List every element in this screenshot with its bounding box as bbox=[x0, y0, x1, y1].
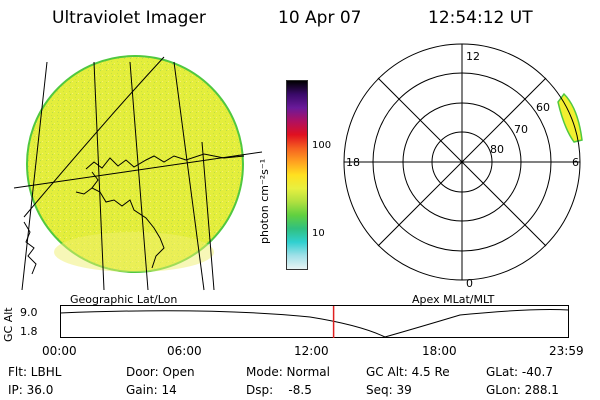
mlt-label-6: 6 bbox=[572, 156, 579, 169]
xtick-2359: 23:59 bbox=[549, 344, 584, 358]
polar-grid bbox=[343, 43, 581, 281]
altitude-ytick-high: 9.0 bbox=[20, 306, 38, 319]
altitude-ytick-low: 1.8 bbox=[20, 325, 38, 338]
glon-status: GLon: 288.1 bbox=[486, 383, 559, 397]
colorbar-gradient bbox=[287, 81, 307, 269]
mlat-label-70: 70 bbox=[514, 123, 528, 136]
xtick-1800: 18:00 bbox=[422, 344, 457, 358]
xtick-1200: 12:00 bbox=[294, 344, 329, 358]
date-label: 10 Apr 07 bbox=[278, 8, 362, 28]
mlt-label-12: 12 bbox=[466, 50, 480, 63]
lat-lon-grid bbox=[13, 56, 263, 291]
coastline bbox=[23, 153, 245, 275]
glat-status: GLat: -40.7 bbox=[486, 365, 553, 379]
colorbar-tick-10: 10 bbox=[312, 228, 325, 239]
door-status: Door: Open bbox=[126, 365, 195, 379]
dsp-status: Dsp: -8.5 bbox=[246, 383, 312, 397]
mlt-label-0: 0 bbox=[466, 277, 473, 290]
mlat-label-80: 80 bbox=[490, 143, 504, 156]
mode-status: Mode: Normal bbox=[246, 365, 330, 379]
polar-mlat-mlt-plot: 12 18 6 0 60 70 80 bbox=[343, 43, 583, 290]
colorbar bbox=[286, 80, 308, 270]
geographic-image-panel bbox=[13, 55, 263, 291]
gain-status: Gain: 14 bbox=[126, 383, 177, 397]
filter-status: Flt: LBHL bbox=[8, 365, 62, 379]
colorbar-tick-100: 100 bbox=[312, 140, 332, 151]
auroral-emission-patch bbox=[557, 92, 583, 143]
polar-panel-label: Apex MLat/MLT bbox=[412, 293, 495, 306]
gc-alt-status: GC Alt: 4.5 Re bbox=[366, 365, 450, 379]
geographic-panel-label: Geographic Lat/Lon bbox=[70, 293, 178, 306]
mlat-label-60: 60 bbox=[536, 101, 550, 114]
mlt-label-18: 18 bbox=[346, 156, 360, 169]
xtick-0600: 06:00 bbox=[167, 344, 202, 358]
colorbar-unit-label: photon cm⁻²s⁻¹ bbox=[258, 158, 271, 244]
altitude-curve bbox=[59, 309, 570, 338]
xtick-0000: 00:00 bbox=[42, 344, 77, 358]
ip-status: IP: 36.0 bbox=[8, 383, 54, 397]
altitude-ylabel: GC Alt bbox=[2, 307, 15, 342]
time-label: 12:54:12 UT bbox=[428, 8, 533, 28]
instrument-title: Ultraviolet Imager bbox=[52, 8, 206, 28]
altitude-strip-plot bbox=[59, 305, 570, 338]
earth-disk bbox=[26, 55, 244, 273]
seq-status: Seq: 39 bbox=[366, 383, 412, 397]
